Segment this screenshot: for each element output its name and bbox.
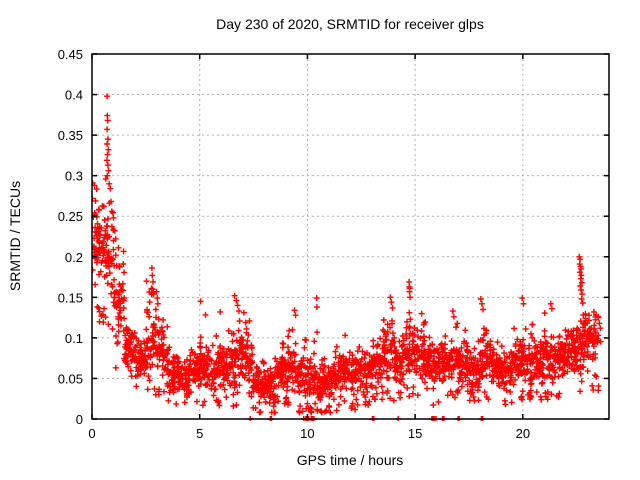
y-tick-label: 0.4 [65,88,83,103]
x-tick-label: 0 [88,426,95,441]
scatter-outliers [92,93,604,336]
x-tick-label: 5 [196,426,203,441]
y-axis-label: SRMTID / TECUs [7,181,23,291]
y-tick-label: 0.3 [65,169,83,184]
scatter-points [92,182,604,416]
y-tick-label: 0.2 [65,250,83,265]
axis-layer: 0 5 10 15 20 0 0.05 0.1 0.15 0.2 0.25 0.3 0.35 0.4 0.4… [58,47,610,441]
scatter-series [92,93,604,421]
x-tick-label: 10 [300,426,314,441]
x-axis-label: GPS time / hours [297,452,404,468]
chart-title: Day 230 of 2020, SRMTID for receiver glp… [216,16,484,32]
y-tick-label: 0.15 [58,290,83,305]
plot-border [91,53,610,420]
y-tick-label: 0.35 [58,128,83,143]
x-tick-label: 15 [408,426,422,441]
x-tick-label: 20 [516,426,530,441]
y-tick-label: 0.45 [58,47,83,62]
y-tick-label: 0 [76,412,83,427]
y-tick-label: 0.1 [65,331,83,346]
y-tick-label: 0.25 [58,209,83,224]
y-tick-label: 0.05 [58,371,83,386]
